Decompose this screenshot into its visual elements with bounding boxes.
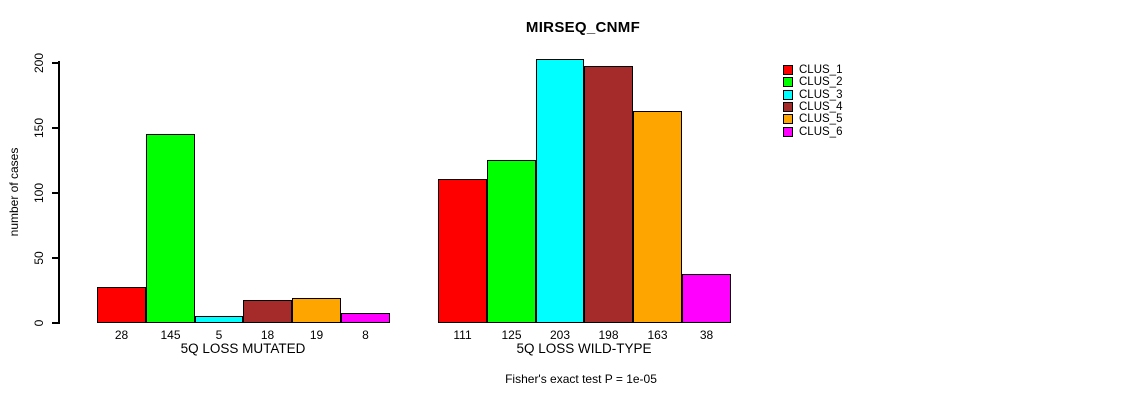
bar-clus_1-group1 [97, 287, 146, 323]
bar-clus_3-group1 [195, 316, 243, 323]
bar-clus_3-group2 [536, 59, 584, 323]
bar-clus_5-group1 [292, 298, 341, 323]
bar-clus_4-group1 [243, 300, 292, 323]
y-axis-tick [52, 322, 59, 324]
legend-swatch-clus_1 [783, 65, 793, 75]
bar-value-label: 38 [699, 328, 714, 342]
y-axis-tick [52, 127, 59, 129]
bar-value-label: 18 [260, 328, 275, 342]
legend-swatch-clus_2 [783, 77, 793, 87]
legend-item-label: CLUS_6 [799, 126, 843, 138]
bar-value-label: 125 [501, 328, 522, 342]
legend-swatch-clus_4 [783, 102, 793, 112]
bar-value-label: 111 [453, 328, 472, 342]
y-axis-tick [52, 62, 59, 64]
bar-clus_2-group1 [146, 134, 195, 323]
bar-clus_6-group2 [682, 274, 731, 323]
bar-clus_1-group2 [438, 179, 487, 323]
bar-clus_4-group2 [584, 66, 633, 323]
y-axis-tick [52, 192, 59, 194]
bar-clus_5-group2 [633, 111, 682, 323]
y-axis-tick-label: 0 [32, 319, 46, 327]
bar-value-label: 145 [160, 328, 181, 342]
fisher-test-annotation: Fisher's exact test P = 1e-05 [505, 372, 657, 386]
bar-value-label: 5 [215, 328, 223, 342]
legend-item-label: CLUS_5 [799, 113, 843, 125]
bar-value-label: 28 [114, 328, 129, 342]
y-axis-line [58, 61, 60, 324]
bar-value-label: 203 [549, 328, 571, 342]
y-axis-tick [52, 257, 59, 259]
bar-value-label: 198 [598, 328, 619, 342]
y-axis-tick-label: 200 [32, 52, 46, 74]
legend-swatch-clus_3 [783, 90, 793, 100]
group-label-1: 5Q LOSS MUTATED [180, 341, 306, 356]
legend-item-label: CLUS_1 [799, 64, 843, 76]
y-axis-tick-label: 100 [32, 182, 46, 204]
legend-item-label: CLUS_4 [799, 101, 843, 113]
y-axis-label: number of cases [7, 147, 21, 237]
chart-title: MIRSEQ_CNMF [525, 19, 641, 36]
legend-swatch-clus_6 [783, 127, 793, 137]
bar-clus_2-group2 [487, 160, 536, 323]
y-axis-tick-label: 150 [32, 117, 46, 139]
y-axis-tick-label: 50 [32, 251, 46, 265]
bar-value-label: 8 [362, 328, 369, 342]
legend-item-label: CLUS_2 [799, 76, 843, 88]
legend-swatch-clus_5 [783, 114, 793, 124]
bar-value-label: 19 [309, 328, 324, 342]
group-label-2: 5Q LOSS WILD-TYPE [516, 341, 652, 356]
bar-value-label: 163 [647, 328, 668, 342]
legend-item-label: CLUS_3 [799, 89, 843, 101]
bar-clus_6-group1 [341, 313, 390, 323]
